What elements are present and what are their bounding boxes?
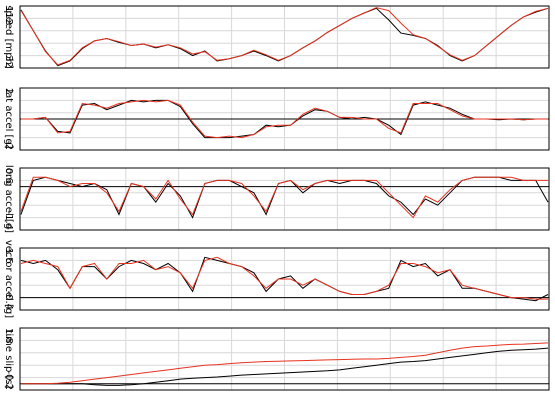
y-tick-label: 1.8 <box>3 328 14 344</box>
y-tick-label: -0.4 <box>3 290 14 310</box>
panel-frame <box>19 87 550 151</box>
y-tick-label: -1.4 <box>3 210 14 230</box>
series-line <box>20 7 549 66</box>
panel-frame <box>19 247 550 311</box>
series-line <box>21 342 549 385</box>
y-tick-label: 112 <box>3 6 14 25</box>
series-line <box>21 99 548 139</box>
y-axis-label: lat accel [g] <box>3 89 14 148</box>
series-line <box>21 347 549 386</box>
y-tick-label: 0.6 <box>3 168 14 184</box>
panel-frame <box>19 5 550 69</box>
y-tick-label: 32 <box>3 55 14 68</box>
series-line <box>20 176 548 219</box>
panel-frame <box>19 167 550 231</box>
y-axis-label: speed [mph] <box>3 5 14 69</box>
y-axis-label: long accel [g] <box>3 165 14 233</box>
series-line <box>21 99 548 139</box>
series-line <box>20 256 548 300</box>
panel-frame <box>19 327 550 391</box>
y-axis-label: vector accel [g] <box>3 240 14 318</box>
y-tick-label: -0.2 <box>3 370 14 390</box>
y-axis-label: time slip [s] <box>3 329 14 388</box>
y-tick-label: -2 <box>3 140 14 150</box>
y-tick-label: 1.6 <box>3 248 14 264</box>
y-tick-label: 2 <box>3 88 14 94</box>
